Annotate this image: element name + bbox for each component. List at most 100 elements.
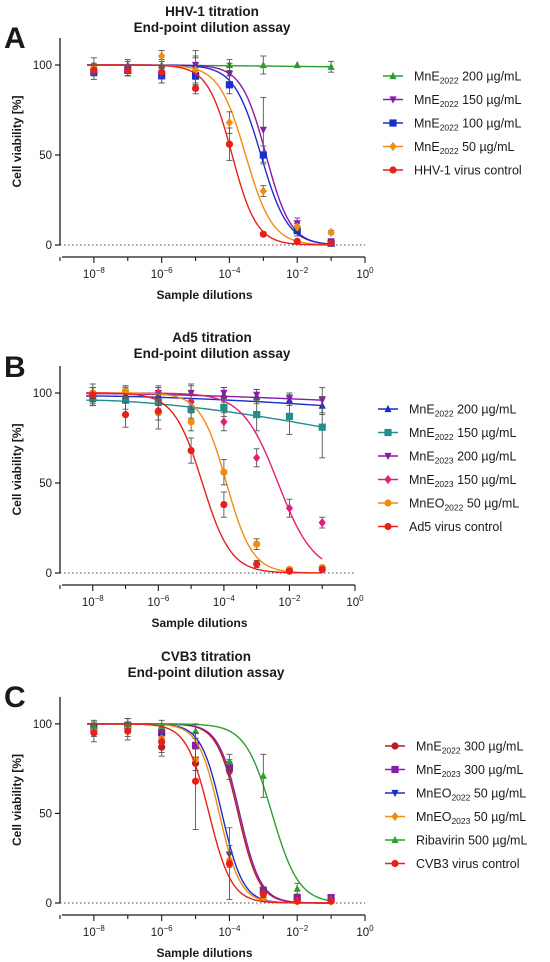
y-axis-label: Cell viability [%] [10, 423, 24, 515]
marker [225, 140, 234, 148]
marker [389, 71, 397, 80]
marker [389, 141, 397, 152]
legend-item-5: HHV-1 virus control [383, 164, 522, 178]
legend-label: MnE2022 300 µg/mL [416, 740, 523, 756]
fit-curve [86, 392, 323, 574]
marker [220, 417, 228, 427]
marker [285, 503, 294, 513]
marker [389, 119, 397, 127]
legend-label: MnEO2022 50 µg/mL [409, 497, 519, 513]
y-tick-label: 50 [39, 150, 52, 162]
marker [293, 897, 301, 905]
legend-label: MnEO2022 50 µg/mL [416, 787, 526, 803]
x-tick-label: 10−8 [83, 266, 105, 281]
marker [327, 227, 335, 237]
legend-item-3: MnE2023 200 µg/mL [378, 450, 516, 466]
panel-letter: B [4, 351, 26, 384]
legend-item-5: Ribavirin 500 µg/mL [385, 834, 527, 848]
legend-label: MnE2023 150 µg/mL [409, 473, 516, 489]
marker [158, 51, 166, 61]
legend-item-1: MnE2022 200 µg/mL [383, 70, 521, 86]
series-2 [87, 718, 335, 904]
marker [384, 428, 392, 437]
legend-label: Ribavirin 500 µg/mL [416, 834, 527, 848]
marker [293, 884, 301, 892]
chart-title-line: End-point dilution assay [134, 20, 291, 35]
legend-label: MnE2022 50 µg/mL [414, 140, 515, 156]
marker [293, 222, 301, 232]
y-axis-label: Cell viability [%] [10, 754, 24, 846]
marker [389, 96, 397, 104]
marker [158, 68, 166, 76]
legend-item-1: MnE2022 300 µg/mL [385, 740, 523, 756]
marker [259, 186, 267, 196]
x-tick-label: 100 [356, 266, 374, 281]
panel-letter: A [4, 22, 26, 55]
series-5 [87, 718, 335, 903]
marker [90, 66, 98, 74]
legend-label: HHV-1 virus control [414, 164, 522, 178]
series-5 [87, 64, 335, 247]
y-tick-label: 100 [33, 719, 52, 731]
legend-label: MnE2022 150 µg/mL [409, 426, 516, 442]
y-tick-label: 100 [33, 60, 52, 72]
marker [327, 897, 335, 905]
marker [318, 397, 326, 405]
marker [391, 742, 399, 750]
marker [285, 567, 294, 575]
x-tick-label: 10−2 [286, 924, 308, 939]
marker [391, 765, 399, 774]
marker [384, 474, 392, 485]
marker [187, 418, 195, 426]
marker [384, 452, 392, 461]
x-tick-label: 10−8 [83, 924, 105, 939]
fit-curve [87, 64, 332, 245]
x-tick-label: 10−2 [278, 594, 300, 609]
y-tick-label: 0 [46, 568, 52, 580]
marker [191, 84, 200, 92]
marker [225, 70, 234, 79]
x-axis-label: Sample dilutions [156, 288, 252, 302]
y-tick-label: 100 [33, 388, 52, 400]
marker [187, 397, 195, 407]
series-6 [87, 721, 335, 905]
marker [187, 389, 195, 398]
marker [293, 60, 301, 69]
x-axis-label: Sample dilutions [156, 946, 252, 960]
marker [384, 404, 392, 413]
legend-label: MnE2022 200 µg/mL [414, 70, 521, 86]
marker [124, 727, 132, 735]
marker [121, 396, 130, 404]
legend-label: MnE2023 200 µg/mL [409, 450, 516, 466]
marker [318, 565, 326, 574]
legend-label: MnE2022 150 µg/mL [414, 93, 521, 109]
marker [253, 560, 261, 568]
series-4 [87, 721, 335, 906]
marker [191, 777, 200, 785]
x-tick-label: 10−6 [151, 266, 173, 281]
marker [253, 540, 261, 548]
marker [259, 126, 267, 134]
legend-item-5: MnEO2022 50 µg/mL [378, 497, 519, 513]
legend-label: MnE2022 100 µg/mL [414, 117, 521, 133]
chart-title-line: End-point dilution assay [134, 346, 291, 361]
marker [225, 859, 234, 868]
legend-label: MnEO2023 50 µg/mL [416, 810, 526, 826]
series-2 [87, 50, 335, 246]
marker [253, 391, 261, 399]
marker [121, 387, 130, 395]
marker [384, 522, 392, 531]
marker [259, 890, 267, 898]
x-tick-label: 10−6 [147, 594, 169, 609]
marker [225, 757, 234, 765]
x-tick-label: 10−4 [213, 594, 235, 609]
marker [391, 811, 399, 822]
y-tick-label: 50 [39, 478, 52, 490]
marker [121, 411, 130, 419]
legend-label: CVB3 virus control [416, 857, 520, 871]
marker [327, 62, 335, 70]
marker [220, 468, 228, 476]
